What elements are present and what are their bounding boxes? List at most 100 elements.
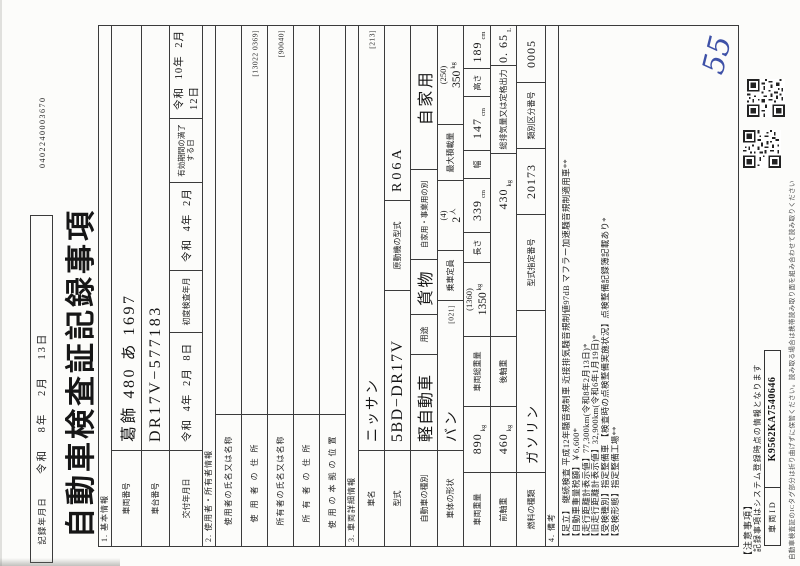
body-shape-label: 車体の形状 xyxy=(438,450,463,546)
vehicle-id-value: K9562KA7540646 xyxy=(767,376,778,462)
expiry-value: 令和 10年 2月 12日 xyxy=(174,30,200,110)
max-load-label: 最大積載量 xyxy=(438,124,463,180)
gross-weight-label: 車両総重量 xyxy=(464,336,490,406)
table-row-base-location: 使用の本拠の位置 xyxy=(320,26,346,546)
front-axle-value: 460 xyxy=(496,433,510,455)
width-label: 幅 xyxy=(464,150,490,178)
rear-axle-value: 430 xyxy=(496,188,510,210)
height-value: 189 xyxy=(469,41,484,63)
length-label: 長さ xyxy=(464,232,490,262)
weight-value: 890 xyxy=(469,433,484,455)
gross-weight-cell: (1360) 1350 kg xyxy=(464,262,490,336)
rear-axle-cell: 430 kg xyxy=(491,153,516,336)
issue-date-cell: 令和 4年 2月 8日 xyxy=(170,332,202,450)
model-cell: 5BD−DR17V xyxy=(385,290,410,450)
first-inspection-cell: 令和 4年 2月 xyxy=(170,182,202,270)
private-use-cell: 自家用 xyxy=(411,26,437,169)
max-load-alt-value: (250) xyxy=(437,65,448,85)
use-cell: 貨物 xyxy=(411,259,437,314)
section-owner-heading: 2. 使用者・所有者情報 xyxy=(203,26,216,546)
model-value: 5BD−DR17V xyxy=(388,339,406,442)
table-row-owner-name: 所有者の氏名又は名称 [90040] xyxy=(268,26,294,546)
category-label: 自動車の種別 xyxy=(411,450,437,546)
certificate-table: 1. 基本情報 車両番号 葛飾 480 あ 1697 車台番号 DR17V−57… xyxy=(98,25,739,547)
remarks-line: 【受検形態】指定整備工場** xyxy=(610,426,620,541)
weight-label: 車両重量 xyxy=(464,472,490,546)
issue-date-value: 令和 4年 2月 8日 xyxy=(181,342,193,442)
section-vehicle-heading: 3. 車両詳細情報 xyxy=(346,26,359,546)
table-row-category: 自動車の種別 軽自動車 用途 貨物 自家用・事業用の別 自家用 xyxy=(411,26,438,546)
user-name-label: 使用者の氏名又は名称 xyxy=(216,414,241,546)
scan-edge-line xyxy=(0,0,2,566)
remarks-line: 【足立】 継続検査 平成12年騒音規制車 近接排気騒音規制値97dB マフラー加… xyxy=(562,159,571,541)
max-load-cell: (250) 350 kg xyxy=(438,26,463,124)
issue-date-label: 交付年月日 xyxy=(170,450,202,546)
front-axle-label: 前軸重 xyxy=(491,472,516,546)
fuel-cell: ガソリン xyxy=(517,310,545,472)
gross-weight-unit: kg xyxy=(476,283,483,291)
recorded-date-value: 令和 8年 2月 13日 xyxy=(37,332,48,474)
ic-tag-note: 自動車検査証のICタグ部分は折り曲げずに保管ください。読み取る場合は携帯読み取り… xyxy=(789,180,796,560)
section-remarks-heading: 4. 備考 xyxy=(546,26,559,546)
body-shape-code: [021] xyxy=(446,305,455,324)
rear-axle-label: 後軸重 xyxy=(491,336,516,406)
owner-name-label: 所有者の氏名又は名称 xyxy=(268,414,293,546)
user-name-cell xyxy=(216,26,241,414)
use-value: 貨物 xyxy=(418,268,435,306)
table-row-user-name: 使用者の氏名又は名称 xyxy=(216,26,242,546)
max-load-value: 350 xyxy=(450,70,463,88)
table-row-owner-address: 所有者の住所 xyxy=(294,26,320,546)
remarks-line: 【旧走行距離計表示値】32,900km(令和6年1月19日)* xyxy=(591,334,601,541)
qr-code xyxy=(747,79,785,117)
user-address-code: [13022 0369] xyxy=(250,30,259,77)
type-designation-label: 型式指定番号 xyxy=(517,214,545,310)
model-label: 型式 xyxy=(385,450,410,546)
table-row-maker: 車名 ニッサン [213] xyxy=(359,26,385,546)
private-use-value: 自家用 xyxy=(418,69,435,126)
table-row-user-address: 使用者の住所 [13022 0369] xyxy=(242,26,268,546)
remarks-line: 【走行距離計表示値】77,300km(令和8年2月13日)* xyxy=(581,343,591,541)
max-load-unit: kg xyxy=(449,62,457,69)
class-number-value: 0005 xyxy=(523,40,538,68)
height-cell: 189 cm xyxy=(464,26,490,68)
table-row-dates: 交付年月日 令和 4年 2月 8日 初度検査年月 令和 4年 2月 有効期間の満… xyxy=(170,26,203,546)
displacement-label: 総排気量又は定格出力 xyxy=(491,65,516,153)
length-cell: 339 cm xyxy=(464,178,490,232)
page-title: 自動車検査証記録事項 xyxy=(65,208,98,538)
vehicle-number-value: 葛飾 480 あ 1697 xyxy=(120,293,138,442)
document-serial-number: 0402240003670 xyxy=(38,96,47,169)
body-shape-value: バン xyxy=(444,409,460,442)
first-inspection-value: 令和 4年 2月 xyxy=(181,188,193,262)
fuel-value: ガソリン xyxy=(524,403,540,464)
type-designation-cell: 20173 xyxy=(517,148,545,214)
scan-edge-shadow xyxy=(0,558,120,566)
private-use-label: 自家用・事業用の別 xyxy=(411,169,437,259)
capacity-value: 2 xyxy=(450,216,463,223)
section-basic-heading: 1. 基本情報 xyxy=(99,26,112,546)
maker-cell: ニッサン [213] xyxy=(359,26,384,450)
remarks-line: 【受検種別】指定整備車 【検査時の点検整備実施状況】点検整備記録簿記載あり* xyxy=(601,217,611,541)
chassis-number-label: 車台番号 xyxy=(142,450,169,546)
table-row-chassis-number: 車台番号 DR17V−577183 xyxy=(142,26,170,546)
class-number-cell: 0005 xyxy=(517,26,545,82)
qr-code xyxy=(743,130,781,168)
expiry-label: 有効期間の満了する日 xyxy=(170,118,202,182)
width-unit: cm xyxy=(480,108,487,116)
gross-weight-alt-value: (1360) xyxy=(464,288,474,311)
table-row-fuel-type-numbers: 燃料の種類 ガソリン 型式指定番号 20173 類別区分番号 0005 xyxy=(517,26,546,546)
width-cell: 147 cm xyxy=(464,96,490,150)
vehicle-id-label: 車両ID xyxy=(765,487,780,545)
table-row-weights-dimensions: 車両重量 890 kg 車両総重量 (1360) 1350 kg 長さ 339 cm … xyxy=(464,26,491,546)
expiry-cell: 令和 10年 2月 12日 xyxy=(170,26,202,118)
owner-address-label: 所有者の住所 xyxy=(294,414,319,546)
weight-unit: kg xyxy=(480,424,487,432)
table-row-axles-displacement: 前軸重 460 kg 後軸重 430 kg 総排気量又は定格出力 0. 65 L xyxy=(491,26,517,546)
base-location-cell xyxy=(320,26,345,414)
length-value: 339 xyxy=(469,199,484,221)
chassis-number-value: DR17V−577183 xyxy=(146,305,164,442)
front-axle-cell: 460 kg xyxy=(491,406,516,472)
category-value: 軽自動車 xyxy=(418,373,435,442)
fuel-label: 燃料の種類 xyxy=(517,472,545,546)
